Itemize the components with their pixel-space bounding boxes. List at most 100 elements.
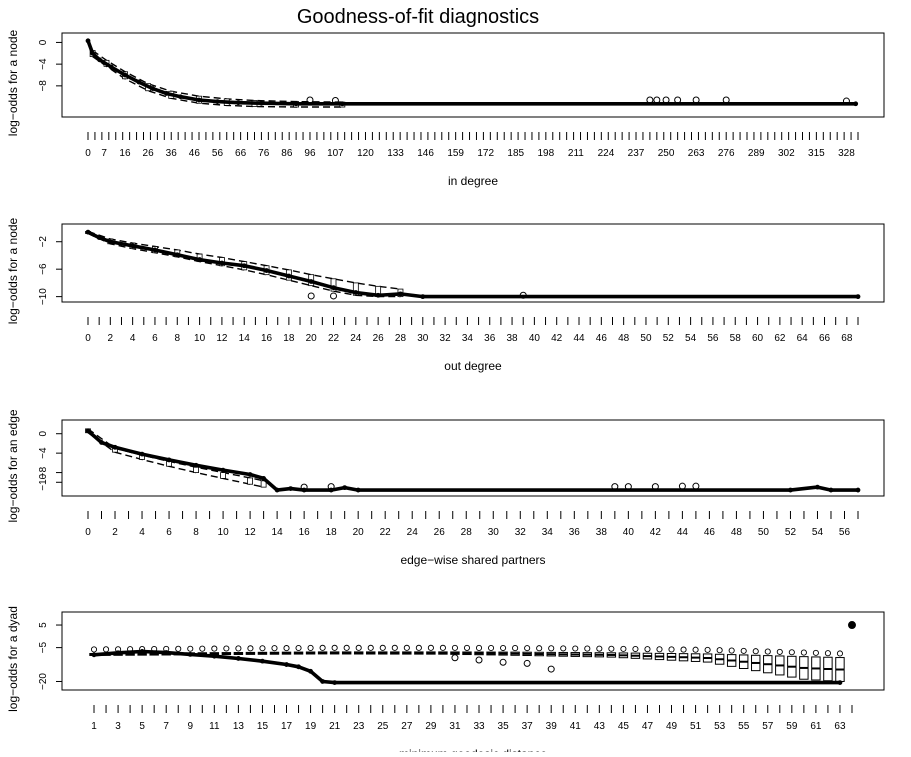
- box-outlier-4-44: [608, 645, 615, 652]
- xtick-label-4-9: 19: [305, 721, 317, 732]
- xtick-label-4-14: 29: [425, 721, 437, 732]
- xtick-label-2-17: 34: [462, 333, 474, 344]
- xtick-label-2-7: 14: [239, 333, 251, 344]
- xtick-label-2-30: 60: [752, 333, 764, 344]
- xtick-label-2-2: 4: [130, 333, 136, 344]
- xtick-label-3-19: 38: [596, 527, 608, 538]
- xtick-label-4-18: 37: [522, 721, 534, 732]
- observed-point-3-6: [220, 467, 226, 473]
- box-outlier-4-20: [319, 644, 326, 651]
- observed-point-3-12: [328, 487, 334, 493]
- ytick-label-2-0: −2: [38, 236, 49, 248]
- observed-point-1-8: [178, 94, 183, 100]
- xtick-label-1-9: 86: [281, 148, 293, 159]
- observed-point-1-1: [90, 50, 96, 56]
- observed-point-1-11: [235, 100, 241, 106]
- box-outlier-4-1: [90, 646, 98, 653]
- box-outlier-4-29: [427, 644, 434, 651]
- observed-point-3-1: [99, 440, 104, 445]
- box-outlier-4-57: [764, 648, 771, 655]
- sim-box-2: [352, 282, 359, 296]
- box-outlier-4-22: [343, 644, 350, 651]
- xtick-label-4-24: 49: [666, 721, 678, 732]
- xtick-label-4-10: 21: [329, 721, 341, 732]
- observed-point-3-8: [261, 476, 267, 481]
- xtick-label-2-20: 40: [529, 333, 541, 344]
- box-outlier-4-28: [415, 644, 422, 651]
- box-outlier-4-11: [211, 645, 218, 652]
- xtick-label-3-6: 12: [245, 527, 257, 538]
- xtick-label-1-18: 198: [537, 148, 554, 159]
- xtick-label-2-31: 62: [774, 333, 786, 344]
- xtick-label-3-12: 24: [407, 527, 419, 538]
- ytick-label-1-0: 0: [38, 39, 49, 45]
- observed-point-3-0: [85, 428, 91, 434]
- ytick-label-1-2: −8: [38, 80, 49, 92]
- band-upper-2: [87, 230, 401, 290]
- xtick-label-3-24: 48: [731, 527, 743, 538]
- observed-point-4-0: [91, 652, 97, 658]
- xtick-label-4-0: 1: [91, 721, 97, 732]
- xtick-label-4-5: 11: [209, 721, 220, 732]
- observed-point-3-14: [355, 487, 361, 493]
- xtick-label-3-18: 36: [569, 527, 581, 538]
- box-outlier-4-59: [788, 649, 795, 656]
- box-outlier-4-14: [247, 645, 254, 652]
- observed-point-4-7: [260, 658, 265, 664]
- xtick-label-2-6: 12: [216, 333, 228, 344]
- xtick-label-3-9: 18: [326, 527, 338, 538]
- xtick-label-2-25: 50: [640, 333, 652, 344]
- outlier-4-2: [499, 658, 507, 666]
- box-outlier-4-47: [644, 646, 651, 653]
- xtick-label-3-28: 56: [839, 527, 851, 538]
- box-outlier-4-46: [632, 645, 639, 653]
- box-outlier-4-63: [836, 650, 844, 657]
- xtick-label-2-32: 64: [797, 333, 809, 344]
- box-outlier-4-40: [560, 645, 567, 652]
- xtick-label-2-9: 18: [283, 333, 295, 344]
- xtick-label-3-21: 42: [650, 527, 662, 538]
- outlier-3-6: [692, 482, 700, 490]
- xtick-label-1-10: 96: [304, 148, 316, 159]
- xtick-label-3-5: 10: [218, 527, 230, 538]
- xtick-label-4-16: 33: [473, 721, 485, 732]
- xtick-label-1-27: 315: [808, 148, 825, 159]
- observed-point-2-13: [353, 290, 359, 295]
- xtick-label-1-17: 185: [507, 148, 524, 159]
- box-outlier-4-9: [187, 645, 194, 652]
- observed-point-2-1: [96, 235, 102, 241]
- observed-point-2-2: [107, 239, 113, 245]
- xtick-label-3-13: 26: [434, 527, 446, 538]
- observed-point-2-7: [219, 260, 225, 266]
- outlier-2-1: [330, 292, 338, 300]
- observed-point-1-9: [196, 97, 202, 103]
- xtick-label-3-0: 0: [85, 527, 91, 538]
- sim-box-3: [247, 477, 254, 485]
- xtick-label-1-20: 224: [598, 148, 615, 159]
- xtick-label-1-11: 107: [327, 148, 344, 159]
- xtick-label-3-4: 8: [193, 527, 199, 538]
- xtick-label-1-8: 76: [258, 148, 270, 159]
- box-outlier-4-48: [656, 646, 663, 653]
- observed-point-1-0: [85, 38, 91, 44]
- box-outlier-4-51: [692, 646, 699, 653]
- xtick-label-4-17: 35: [498, 721, 510, 732]
- xtick-label-3-1: 2: [112, 527, 118, 538]
- observed-point-1-12: [259, 100, 264, 106]
- xtick-label-4-30: 61: [810, 721, 822, 732]
- box-outlier-4-24: [367, 644, 374, 651]
- xtick-label-2-19: 38: [506, 333, 518, 344]
- xtick-label-2-26: 52: [663, 333, 675, 344]
- observed-point-1-7: [164, 91, 170, 96]
- xtick-label-1-23: 263: [688, 148, 705, 159]
- observed-point-3-15: [788, 487, 793, 493]
- box-outlier-4-56: [752, 648, 759, 655]
- xtick-label-1-14: 146: [417, 148, 434, 159]
- ytick-label-3-3: −10: [38, 473, 49, 490]
- box-outlier-4-8: [175, 645, 182, 652]
- xtick-label-2-13: 26: [373, 333, 385, 344]
- observed-top-point-4: [847, 621, 856, 630]
- panel-frame-3: [61, 419, 885, 497]
- outlier-4-0: [451, 654, 459, 662]
